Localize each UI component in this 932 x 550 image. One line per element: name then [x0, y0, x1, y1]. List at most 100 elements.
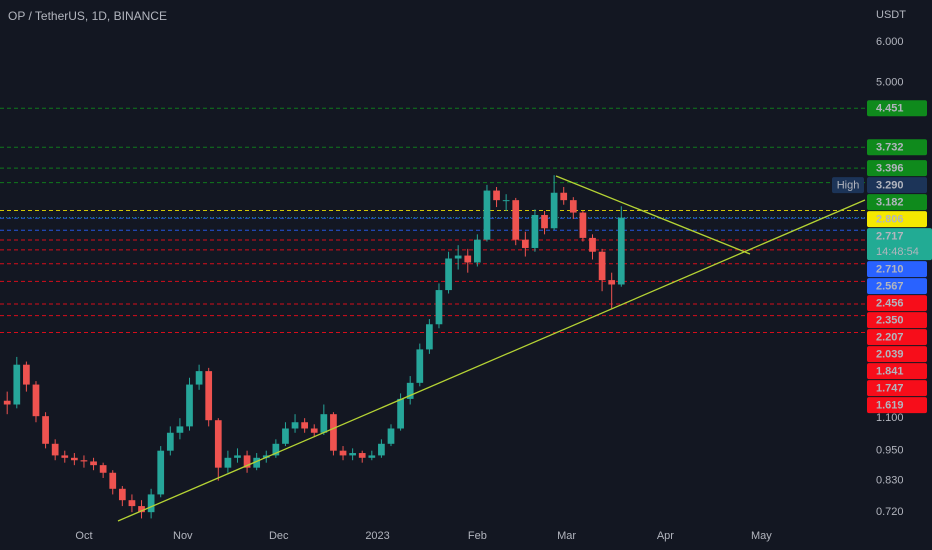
candle-body [349, 453, 356, 456]
x-tick-label: Apr [657, 530, 674, 542]
x-tick-label: Feb [468, 530, 487, 542]
candle-body [550, 192, 558, 229]
candle-body [195, 371, 203, 385]
price-label-box [867, 139, 927, 156]
candle-body [301, 422, 309, 429]
candle-body [310, 428, 318, 433]
price-label: 2.710 [876, 264, 904, 276]
candle-body [51, 443, 59, 456]
candle-body [589, 237, 596, 252]
y-tick-label: 1.100 [876, 412, 904, 424]
x-tick-label: May [751, 530, 772, 542]
candle-body [531, 214, 539, 248]
candle-body [90, 461, 97, 466]
price-label: 2.806 [876, 214, 904, 226]
candle-body [512, 200, 520, 240]
candle-body [147, 494, 155, 513]
candle-body [560, 192, 568, 201]
candle-body [99, 465, 107, 473]
candle-body [483, 190, 491, 240]
candle-body [118, 488, 126, 501]
candle-body [61, 455, 69, 458]
candle-body [521, 239, 529, 248]
candle-body [13, 364, 21, 405]
trendline [117, 199, 866, 522]
y-tick-label: 0.830 [876, 475, 904, 487]
price-label-box [867, 363, 927, 380]
x-tick-label: 2023 [365, 530, 389, 542]
candle-body [128, 500, 136, 507]
candle-body [186, 384, 193, 427]
candle-body [71, 457, 78, 461]
price-label-box [867, 194, 927, 211]
price-label-box [867, 211, 927, 228]
candle-body [3, 400, 11, 405]
candle-body [579, 212, 587, 238]
price-label: 2.350 [876, 315, 904, 327]
candle-body [205, 371, 213, 421]
countdown: 14:48:54 [876, 246, 919, 258]
price-label: 2.039 [876, 349, 904, 361]
candle-body [378, 443, 385, 456]
price-label-box [867, 160, 927, 177]
candle-body [243, 455, 251, 468]
y-tick-label: 5.000 [876, 76, 904, 88]
candle-body [435, 290, 443, 325]
trendline [555, 175, 751, 255]
candle-body [406, 382, 414, 399]
candle-body [493, 190, 500, 201]
price-label: 2.567 [876, 281, 904, 293]
candle-body [608, 280, 616, 285]
candle-body [214, 420, 222, 468]
price-label: 2.456 [876, 298, 904, 310]
price-label: 2.207 [876, 332, 904, 344]
candle-body [426, 324, 433, 350]
price-label-box [867, 177, 927, 194]
price-label-box [867, 397, 927, 414]
price-label: 3.182 [876, 197, 904, 209]
candle-body [23, 364, 30, 385]
price-label-box [867, 261, 927, 278]
candle-body [598, 251, 606, 281]
x-tick-label: Nov [173, 530, 193, 542]
currency-label: USDT [876, 9, 906, 21]
price-label-box [867, 100, 927, 117]
price-label: 1.841 [876, 366, 904, 378]
candle-body [339, 450, 347, 456]
price-label-box [867, 346, 927, 363]
candle-body [138, 506, 145, 513]
candle-body [176, 426, 184, 433]
y-tick-label: 0.950 [876, 445, 904, 457]
candle-body [330, 414, 337, 451]
candle-body [445, 258, 452, 291]
candle-body [397, 398, 404, 429]
candle-body [502, 200, 510, 202]
price-label-box [867, 329, 927, 346]
x-tick-label: Mar [557, 530, 576, 542]
candle-body [253, 457, 261, 468]
candle-body [272, 443, 280, 456]
candle-body [320, 414, 328, 433]
candle-body [473, 239, 481, 263]
tag-label: High [837, 180, 860, 192]
price-label: 4.451 [876, 103, 904, 115]
price-label: 3.732 [876, 142, 904, 154]
candle-body [282, 428, 289, 444]
y-tick-label: 0.720 [876, 506, 904, 518]
candle-body [464, 255, 472, 263]
plot-area [0, 107, 865, 519]
candle-body [109, 472, 117, 489]
x-tick-label: Dec [269, 530, 289, 542]
candle-body [166, 432, 174, 451]
candle-body [569, 200, 577, 213]
tag-box [832, 177, 864, 194]
price-label-box [867, 312, 927, 329]
candle-body [416, 349, 424, 383]
price-label-box [867, 380, 927, 397]
candle-body [291, 422, 299, 429]
symbol-title: OP / TetherUS, 1D, BINANCE [8, 9, 167, 23]
price-label-box [867, 295, 927, 312]
candle-body [541, 214, 548, 229]
